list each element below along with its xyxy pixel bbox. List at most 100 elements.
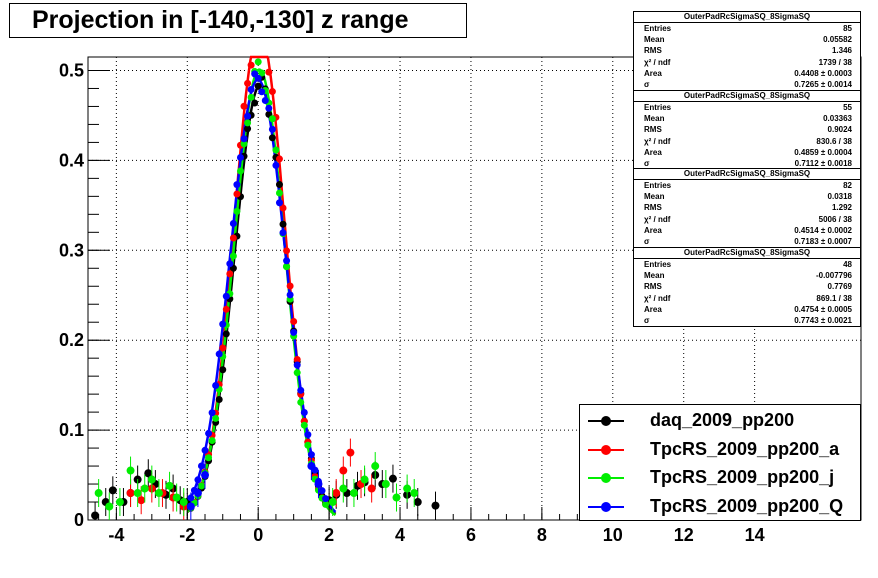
data-point [222, 292, 230, 300]
stats-key: σ [644, 315, 650, 325]
data-point [290, 317, 298, 325]
data-point [322, 495, 330, 503]
data-point [179, 498, 188, 507]
data-point [293, 369, 301, 377]
stats-key: χ² / ndf [644, 214, 671, 224]
data-point [254, 74, 262, 82]
data-point [322, 500, 330, 508]
stats-value: 82 [843, 181, 852, 190]
x-tick-label: 0 [253, 525, 263, 545]
data-point [172, 493, 181, 502]
legend-entry-tpcrs-j: TpcRS_2009_pp200_j [580, 464, 862, 491]
legend-label: TpcRS_2009_pp200_j [650, 467, 835, 487]
data-point [328, 498, 337, 507]
data-point [205, 454, 213, 462]
data-point [410, 489, 419, 498]
stats-key: Mean [644, 35, 665, 45]
stats-row: Area 0.4754 ± 0.0005 [634, 304, 860, 315]
stats-row: Mean 0.03363 [634, 113, 860, 124]
data-point [367, 484, 376, 493]
data-point [154, 489, 163, 498]
stats-row: Mean 0.0318 [634, 191, 860, 202]
stats-value: 0.7265 ± 0.0014 [794, 79, 852, 89]
data-point [290, 328, 298, 336]
stats-row: Mean 0.05582 [634, 34, 860, 45]
data-point [318, 487, 326, 495]
data-point [339, 466, 348, 475]
y-tick-label: 0 [74, 510, 84, 530]
legend-marker-icon [601, 502, 611, 512]
data-point [201, 446, 209, 454]
stats-value: 0.4408 ± 0.0003 [794, 68, 852, 78]
data-point [147, 475, 156, 484]
stats-row: χ² / ndf 830.6 / 38 [634, 136, 860, 147]
data-point [279, 229, 287, 237]
stats-value: 0.03363 [823, 114, 852, 124]
data-point [215, 396, 223, 404]
data-point [186, 502, 195, 511]
data-point [293, 361, 301, 369]
data-point [222, 305, 230, 313]
data-point [208, 437, 216, 445]
data-point [371, 462, 380, 471]
data-point [247, 85, 255, 93]
stats-row: Entries 48 [634, 259, 860, 270]
stats-row: Mean -0.007796 [634, 270, 860, 281]
stats-value: 0.4859 ± 0.0004 [794, 147, 852, 157]
data-point [205, 429, 213, 437]
stats-value: 0.7183 ± 0.0007 [794, 236, 852, 246]
chart-title: Projection in [-140,-130] z range [9, 3, 467, 38]
stats-row: χ² / ndf 1739 / 38 [634, 57, 860, 68]
stats-value: 5006 / 38 [818, 214, 852, 224]
stats-box: OuterPadRcSigmaSQ_8SigmaSQ Entries 82 Mean 0… [633, 168, 861, 249]
stats-key: RMS [644, 203, 662, 213]
data-point [94, 489, 103, 498]
data-point [229, 220, 237, 228]
stats-value: 0.4754 ± 0.0005 [794, 304, 852, 314]
data-point [300, 421, 308, 429]
y-tick-label: 0.4 [59, 150, 84, 170]
data-point [275, 181, 283, 189]
stats-row: Area 0.4408 ± 0.0003 [634, 68, 860, 79]
legend-label: TpcRS_2009_pp200_a [650, 439, 840, 459]
data-point [431, 501, 440, 510]
data-point [219, 344, 227, 352]
stats-value: 830.6 / 38 [816, 136, 852, 146]
data-point [381, 480, 390, 489]
stats-key: Area [644, 304, 662, 314]
data-point [275, 189, 283, 197]
data-point [403, 484, 412, 493]
y-tick-label: 0.1 [59, 420, 84, 440]
stats-key: Mean [644, 192, 665, 202]
data-point [413, 498, 422, 507]
x-tick-label: 2 [324, 525, 334, 545]
data-point [208, 409, 216, 417]
data-point [133, 489, 142, 498]
data-point [388, 474, 397, 483]
data-point [304, 441, 312, 449]
data-point [212, 414, 220, 422]
data-point [314, 480, 323, 489]
data-point [233, 190, 241, 198]
data-point [236, 167, 244, 175]
data-point [293, 355, 301, 363]
legend-marker-icon [601, 445, 611, 455]
data-point [126, 466, 135, 475]
stats-row: Area 0.4514 ± 0.0002 [634, 225, 860, 236]
data-point [229, 252, 237, 260]
data-point [197, 482, 205, 490]
data-point [265, 104, 273, 112]
data-points [91, 58, 440, 520]
data-point [258, 88, 266, 96]
data-point [349, 489, 358, 498]
legend-marker-icon [601, 416, 611, 426]
data-point [300, 409, 308, 417]
stats-key: Area [644, 147, 662, 157]
data-point [247, 61, 255, 69]
data-point [244, 79, 252, 87]
stats-row: σ 0.7265 ± 0.0014 [634, 79, 860, 90]
data-point [304, 431, 312, 439]
data-point [268, 125, 276, 133]
axes: -4 -2 0 2 4 6 8 10 12 14 0 0.1 0.2 0.3 0.4 0.5 [59, 60, 844, 545]
x-tick-label: -2 [179, 525, 195, 545]
